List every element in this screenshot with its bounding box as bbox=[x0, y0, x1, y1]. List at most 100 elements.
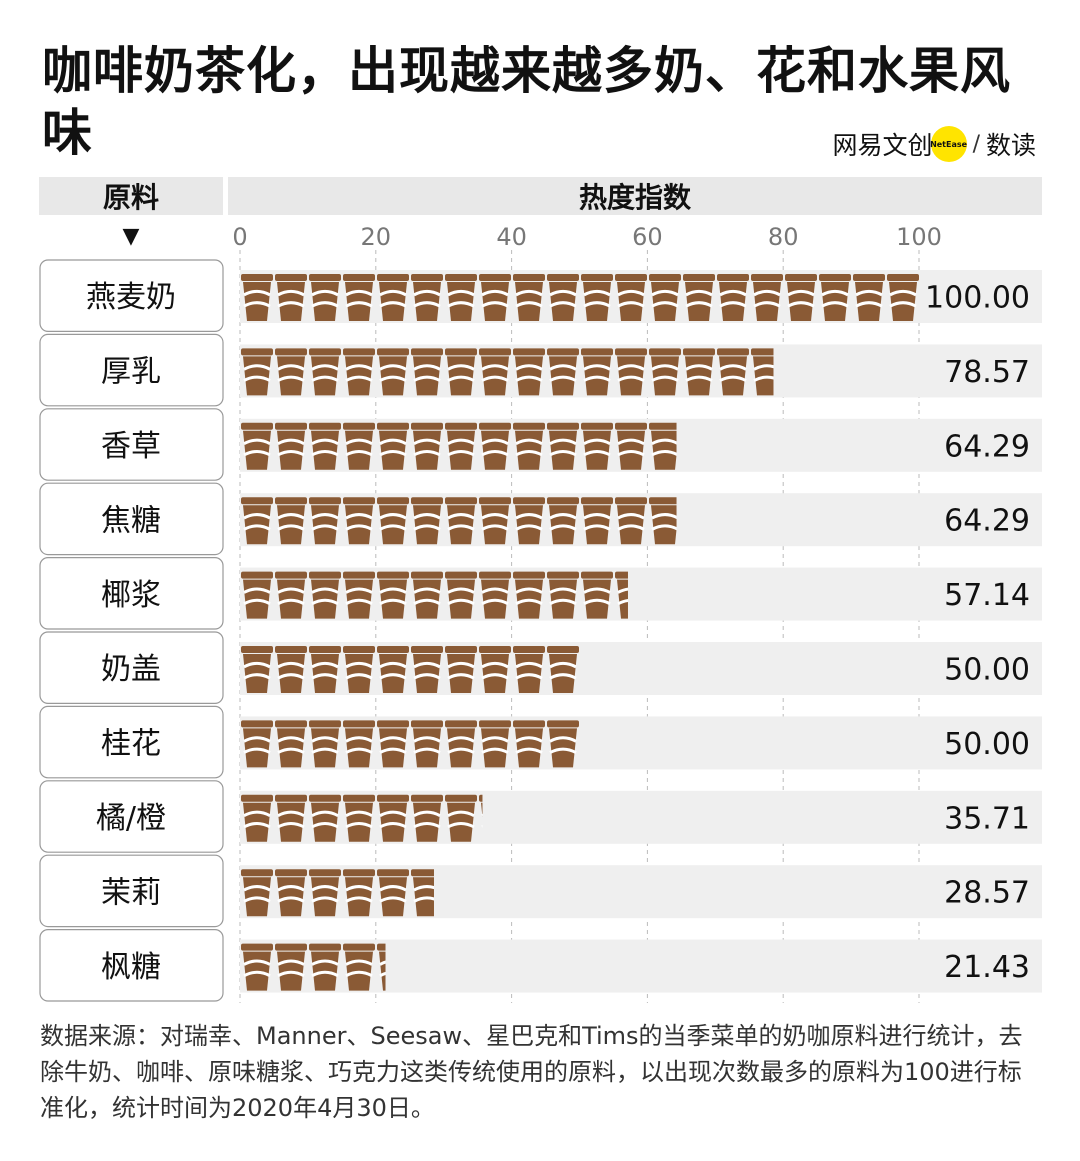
cup-icon bbox=[275, 497, 307, 545]
cup-icon bbox=[377, 720, 409, 768]
cup-icon bbox=[717, 348, 749, 396]
cup-icon bbox=[411, 274, 443, 321]
cup-icon bbox=[411, 720, 443, 768]
cup-icon bbox=[309, 571, 341, 619]
cup-icon bbox=[649, 348, 681, 396]
cup-icon bbox=[343, 497, 375, 545]
cup-icon bbox=[581, 497, 613, 545]
cup-icon bbox=[513, 497, 545, 545]
category-box bbox=[39, 556, 224, 630]
cup-icon bbox=[445, 497, 477, 545]
cup-icon bbox=[309, 646, 341, 693]
cup-icon bbox=[411, 497, 443, 545]
bar bbox=[241, 571, 628, 619]
cup-icon bbox=[275, 422, 307, 470]
category-box bbox=[39, 482, 224, 556]
x-tick-label: 40 bbox=[496, 223, 527, 251]
bar bbox=[241, 943, 386, 991]
cup-icon bbox=[479, 646, 511, 693]
bar bbox=[241, 274, 919, 321]
category-box bbox=[39, 780, 224, 853]
value-label: 28.57 bbox=[944, 876, 1030, 911]
cup-icon bbox=[445, 348, 477, 396]
cup-icon bbox=[887, 274, 919, 321]
bar bbox=[241, 646, 579, 693]
value-label: 21.43 bbox=[944, 950, 1030, 985]
cup-icon bbox=[309, 422, 341, 470]
cup-icon bbox=[581, 274, 613, 321]
cup-icon bbox=[241, 794, 273, 842]
cup-icon bbox=[513, 348, 545, 396]
cup-icon bbox=[309, 720, 341, 768]
chart-title: 咖啡奶茶化，出现越来越多奶、花和水果风味 bbox=[42, 42, 1011, 162]
cup-icon bbox=[241, 571, 273, 619]
cup-icon bbox=[479, 571, 511, 619]
cup-icon bbox=[479, 274, 511, 321]
cup-icon bbox=[751, 348, 774, 396]
category-label: 橘/橙 bbox=[96, 801, 166, 836]
cup-icon bbox=[343, 646, 375, 693]
cup-icon bbox=[547, 720, 579, 768]
cup-icon bbox=[547, 274, 579, 321]
cup-icon bbox=[513, 422, 545, 470]
category-box bbox=[39, 705, 224, 779]
sort-arrow-icon: ▼ bbox=[122, 224, 140, 249]
cup-icon bbox=[615, 348, 647, 396]
cup-icon bbox=[241, 646, 273, 693]
cup-icon bbox=[649, 422, 677, 470]
cup-icon bbox=[717, 274, 749, 321]
value-label: 35.71 bbox=[944, 801, 1030, 836]
cup-icon bbox=[343, 869, 375, 917]
cup-icon bbox=[547, 571, 579, 619]
cup-icon bbox=[479, 720, 511, 768]
cup-icon bbox=[241, 943, 273, 991]
brand-logo: 网易文创 NetEase / 数读 bbox=[833, 126, 1036, 162]
cup-icon bbox=[309, 943, 341, 991]
category-label: 茉莉 bbox=[101, 875, 161, 910]
value-label: 50.00 bbox=[944, 653, 1030, 688]
cup-icon bbox=[615, 497, 647, 545]
cup-icon bbox=[411, 348, 443, 396]
cup-icon bbox=[513, 720, 545, 768]
category-box bbox=[39, 259, 224, 333]
cup-icon bbox=[649, 274, 681, 321]
cup-icon bbox=[479, 497, 511, 545]
cup-icon bbox=[241, 422, 273, 470]
cup-icon bbox=[275, 869, 307, 917]
cup-icon bbox=[581, 348, 613, 396]
cup-icon bbox=[275, 348, 307, 396]
cup-icon bbox=[309, 348, 341, 396]
cup-icon bbox=[853, 274, 885, 321]
cup-icon bbox=[581, 422, 613, 470]
category-label: 香草 bbox=[101, 429, 161, 464]
cup-icon bbox=[411, 571, 443, 619]
cup-icon bbox=[377, 497, 409, 545]
cup-icon bbox=[377, 274, 409, 321]
cup-icon bbox=[513, 646, 545, 693]
cup-icon bbox=[683, 274, 715, 321]
cup-icon bbox=[377, 348, 409, 396]
brand-badge: NetEase bbox=[930, 126, 967, 162]
cup-icon bbox=[377, 422, 409, 470]
bar bbox=[241, 720, 579, 768]
cup-icon bbox=[241, 497, 273, 545]
cup-icon bbox=[445, 422, 477, 470]
category-label: 奶盖 bbox=[101, 652, 161, 687]
value-label: 78.57 bbox=[944, 355, 1030, 390]
cup-icon bbox=[445, 794, 477, 842]
cup-icon bbox=[377, 943, 386, 991]
cup-icon bbox=[785, 274, 817, 321]
value-label: 64.29 bbox=[944, 429, 1030, 464]
cup-icon bbox=[547, 348, 579, 396]
footnote: 数据来源：对瑞幸、Manner、Seesaw、星巴克和Tims的当季菜单的奶咖原… bbox=[40, 1022, 1023, 1122]
brand-name: 网易文创 bbox=[832, 131, 933, 160]
bar bbox=[241, 869, 434, 917]
value-label: 100.00 bbox=[925, 281, 1030, 316]
cup-icon bbox=[683, 348, 715, 396]
cup-icon bbox=[819, 274, 851, 321]
bar bbox=[241, 497, 677, 545]
category-label: 枫糖 bbox=[101, 950, 161, 985]
cup-icon bbox=[275, 646, 307, 693]
category-box bbox=[39, 631, 224, 705]
cup-icon bbox=[411, 794, 443, 842]
